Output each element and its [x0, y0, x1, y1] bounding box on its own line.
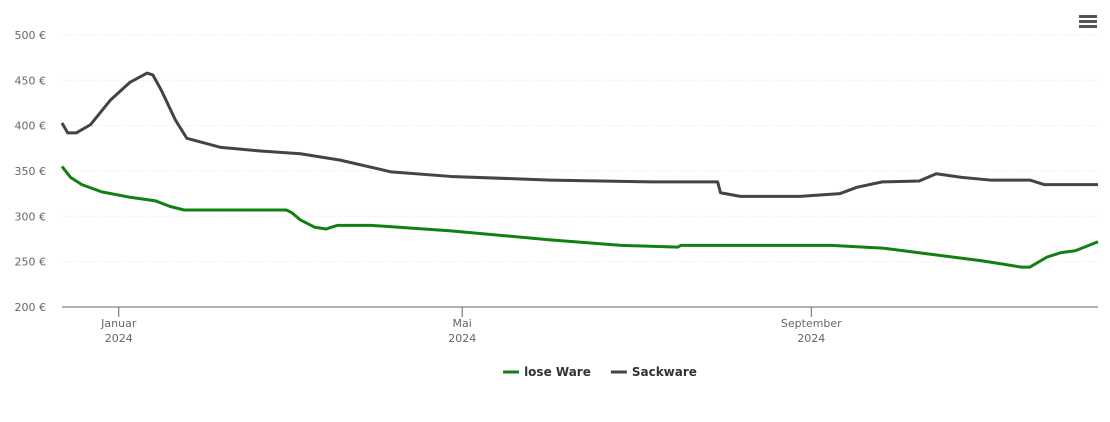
series-line: [60, 165, 1099, 269]
series-line: [60, 71, 1098, 198]
x-tick-label: Mai 2024: [448, 317, 476, 345]
y-tick-label: 200 €: [15, 301, 47, 314]
menu-button[interactable]: [1079, 15, 1097, 28]
y-tick-label: 450 €: [15, 74, 47, 87]
menu-bar: [1079, 15, 1097, 18]
legend-item[interactable]: Sackware: [610, 365, 697, 379]
legend-label: lose Ware: [524, 365, 591, 379]
y-tick-label: 500 €: [15, 29, 47, 42]
legend-item[interactable]: lose Ware: [503, 365, 591, 379]
y-tick-label: 400 €: [15, 120, 47, 133]
y-tick-label: 250 €: [15, 256, 47, 269]
legend-label: Sackware: [632, 365, 697, 379]
menu-bar: [1079, 25, 1097, 28]
menu-bar: [1079, 20, 1097, 23]
y-tick-label: 300 €: [15, 210, 47, 223]
legend: lose Ware Sackware: [503, 365, 697, 379]
y-tick-label: 350 €: [15, 165, 47, 178]
x-tick-label: Januar 2024: [100, 317, 137, 345]
x-tick-label: September 2024: [781, 317, 842, 345]
